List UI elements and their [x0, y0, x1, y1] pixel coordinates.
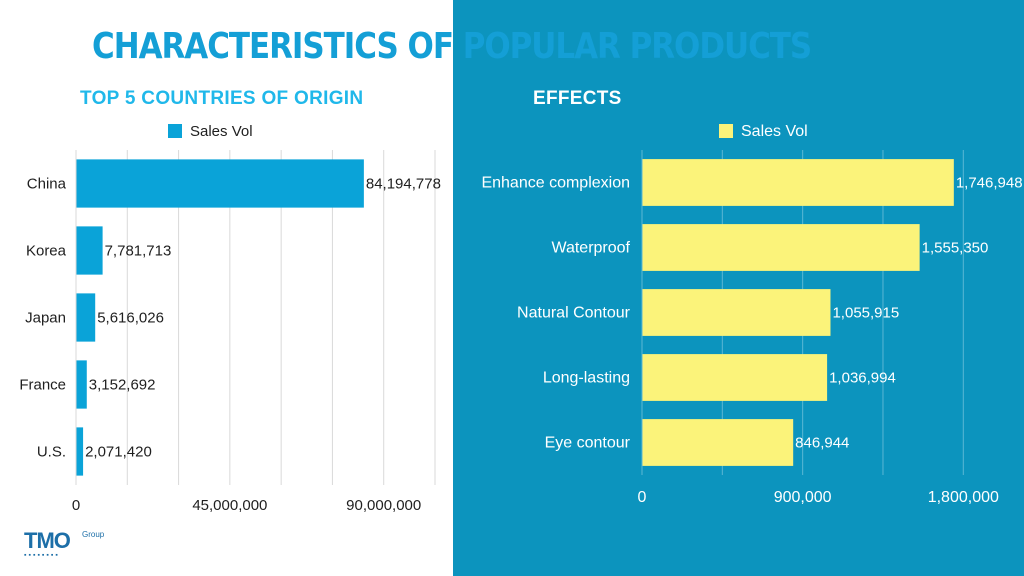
legend-label: Sales Vol [741, 123, 808, 140]
bar [76, 226, 103, 275]
category-label: France [19, 377, 66, 394]
bar [76, 293, 96, 342]
bar [642, 354, 828, 401]
category-label: China [27, 176, 67, 193]
category-label: Enhance complexion [481, 175, 630, 192]
x-tick-label: 1,800,000 [928, 489, 999, 506]
bar [642, 419, 794, 466]
effects-bar-chart: Sales Vol 0 900,000 1,800,000 Enhance comple… [481, 123, 1023, 506]
category-label: Waterproof [551, 240, 630, 257]
data-label: 1,055,915 [832, 305, 899, 322]
category-label: Korea [26, 243, 67, 260]
data-label: 84,194,778 [366, 176, 441, 193]
bar [642, 289, 831, 336]
bar [642, 224, 920, 271]
data-label: 1,036,994 [829, 370, 896, 387]
right-panel [453, 0, 1024, 576]
x-tick-label: 45,000,000 [192, 497, 267, 514]
bar [642, 159, 954, 206]
tmo-group-logo: TMO Group ▪▪▪▪▪▪▪▪ [24, 528, 104, 559]
data-label: 1,555,350 [922, 240, 989, 257]
page-title: CHARACTERISTICS OF POPULAR PRODUCTS [92, 26, 812, 67]
x-tick-label: 0 [638, 489, 647, 506]
effects-chart-title: EFFECTS [533, 88, 622, 109]
x-tick-label: 90,000,000 [346, 497, 421, 514]
data-label: 2,071,420 [85, 444, 152, 461]
bar [76, 427, 84, 476]
category-label: Long-lasting [543, 370, 630, 387]
bar [76, 360, 87, 409]
data-label: 3,152,692 [89, 377, 156, 394]
legend-swatch [168, 124, 182, 138]
category-label: U.S. [37, 444, 66, 461]
countries-bar-chart: Sales Vol 0 45,000,000 90,000,000 China 84,19… [19, 123, 441, 514]
data-label: 846,944 [795, 435, 849, 452]
x-tick-label: 900,000 [774, 489, 832, 506]
data-label: 7,781,713 [105, 243, 172, 260]
category-label: Eye contour [545, 435, 631, 452]
data-label: 5,616,026 [97, 310, 164, 327]
logo-subtitle-mark: ▪▪▪▪▪▪▪▪ [24, 552, 60, 559]
legend-swatch [719, 124, 733, 138]
category-label: Japan [25, 310, 66, 327]
category-label: Natural Contour [517, 305, 631, 322]
data-label: 1,746,948 [956, 175, 1023, 192]
bar [76, 159, 364, 208]
legend-label: Sales Vol [190, 123, 253, 140]
logo-wordmark: TMO [24, 528, 71, 553]
x-tick-label: 0 [72, 497, 80, 514]
countries-chart-title: TOP 5 COUNTRIES OF ORIGIN [80, 88, 364, 109]
logo-group-label: Group [82, 530, 105, 539]
